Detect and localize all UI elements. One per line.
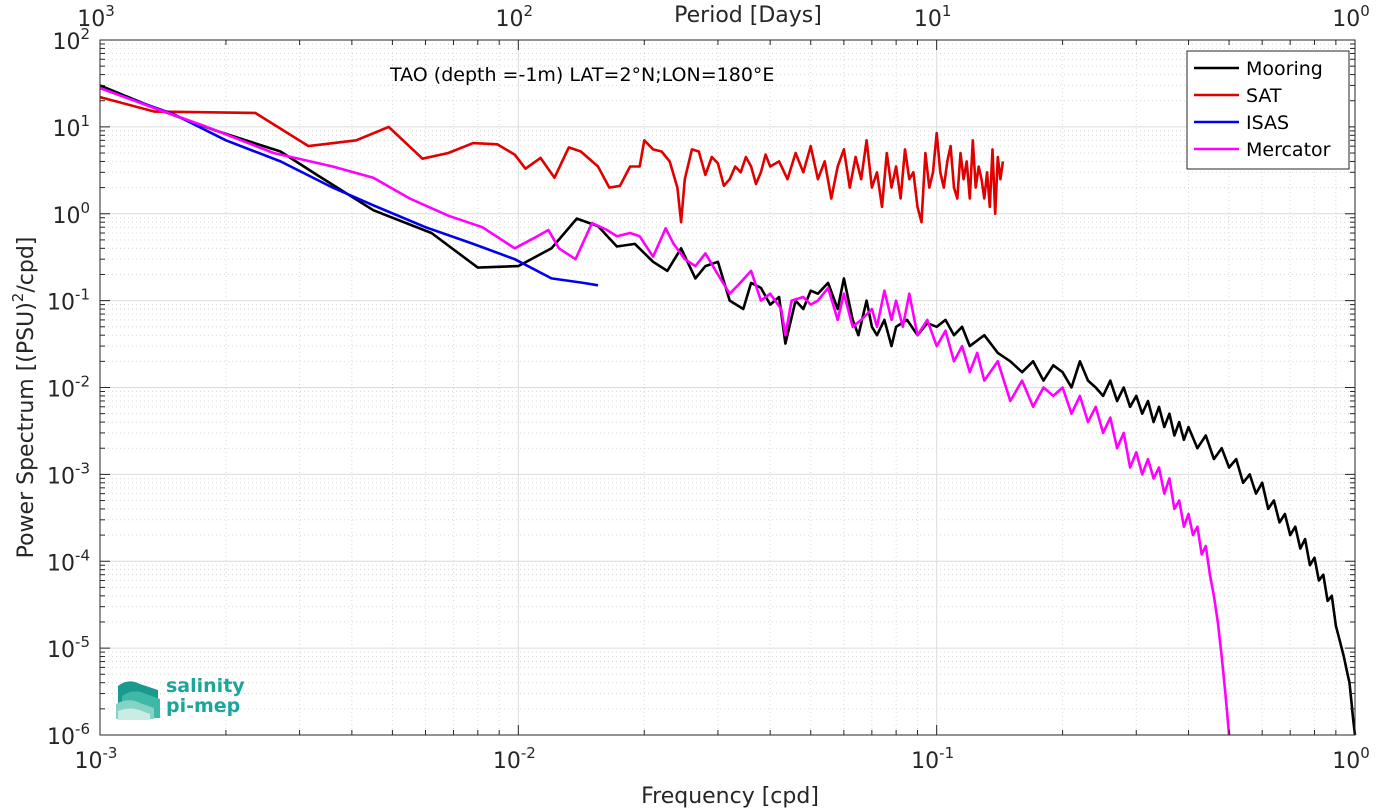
x-tick-label-exponent: -1 [939,744,954,762]
y-tick-label-base: 10 [47,464,75,489]
top-tick-label-base: 10 [914,7,942,32]
y-tick-label-exponent: -3 [75,459,90,477]
y-tick-label-base: 10 [47,291,75,316]
y-tick-label-exponent: 1 [80,112,90,130]
y-tick-label-exponent: -4 [75,546,90,564]
y-tick-label: 10-2 [47,373,90,403]
logo-text-pi-mep: pi-mep [166,695,240,717]
y-axis-label-superscript: 2 [9,293,27,303]
x-tick-label-exponent: 0 [1360,744,1370,762]
x-axis-label: Frequency [cpd] [641,784,819,809]
top-tick-label: 102 [496,2,534,32]
top-tick-label-exponent: 1 [942,2,952,20]
x-tick-label-base: 10 [1332,749,1360,774]
x-tick-label: 100 [1332,744,1370,774]
x-tick-label-exponent: -3 [103,744,118,762]
legend-label-mooring: Mooring [1246,58,1323,80]
x-tick-label-base: 10 [911,749,939,774]
y-tick-label: 10-1 [47,286,90,316]
y-tick-label-base: 10 [52,117,80,142]
y-tick-label: 10-6 [47,720,90,750]
y-tick-label: 101 [52,112,90,142]
series-layer [99,84,1357,736]
y-axis-label-suffix: /cpd] [14,237,39,293]
top-tick-label: 100 [1332,2,1370,32]
grid-major [99,39,1356,736]
logo-waves-icon [116,681,160,720]
y-tick-label-base: 10 [47,378,75,403]
ticks-layer [99,39,1356,736]
top-tick-label-base: 10 [77,7,105,32]
y-tick-label: 10-3 [47,459,90,489]
series-line-mercator [99,86,1231,736]
y-tick-label-exponent: 2 [80,25,90,43]
y-tick-label-exponent: 0 [80,199,90,217]
top-tick-label-base: 10 [1332,7,1360,32]
series-line-sat [99,95,1005,224]
y-tick-label: 10-5 [47,633,90,663]
top-tick-label-base: 10 [496,7,524,32]
x-tick-label: 10-2 [493,744,536,774]
top-axis-label: Period [Days] [674,3,822,28]
chart-annotation: TAO (depth =-1m) LAT=2°N;LON=180°E [389,64,774,86]
salinity-pi-mep-logo: salinity pi-mep [116,675,245,720]
legend-label-mercator: Mercator [1246,139,1331,161]
x-tick-label-base: 10 [493,749,521,774]
x-tick-label: 10-3 [75,744,118,774]
y-tick-label: 10-4 [47,546,90,576]
legend-label-isas: ISAS [1246,112,1289,134]
y-tick-label: 102 [52,25,90,55]
x-tick-label-exponent: -2 [521,744,536,762]
top-tick-label-exponent: 2 [524,2,534,20]
y-tick-label-base: 10 [47,725,75,750]
logo-text-salinity: salinity [166,675,245,697]
y-axis-label: Power Spectrum [(PSU)2/cpd] [9,237,39,559]
y-tick-label-exponent: -1 [75,286,90,304]
y-tick-label-base: 10 [52,30,80,55]
top-tick-label: 101 [914,2,952,32]
series-line-mooring [99,84,1357,736]
y-tick-label-exponent: -6 [75,720,90,738]
series-line-isas [99,86,599,287]
top-tick-label-exponent: 0 [1360,2,1370,20]
y-tick-label-exponent: -2 [75,373,90,391]
y-tick-label-base: 10 [47,551,75,576]
y-tick-label: 100 [52,199,90,229]
top-tick-label-exponent: 3 [105,2,115,20]
legend-label-sat: SAT [1246,85,1282,107]
y-tick-label-base: 10 [52,204,80,229]
y-tick-label-base: 10 [47,638,75,663]
legend: Mooring SAT ISAS Mercator [1186,50,1350,170]
top-tick-label: 103 [77,2,115,32]
x-tick-label-base: 10 [75,749,103,774]
x-tick-label: 10-1 [911,744,954,774]
y-axis-label-prefix: Power Spectrum [(PSU) [14,302,39,558]
y-tick-label-exponent: -5 [75,633,90,651]
